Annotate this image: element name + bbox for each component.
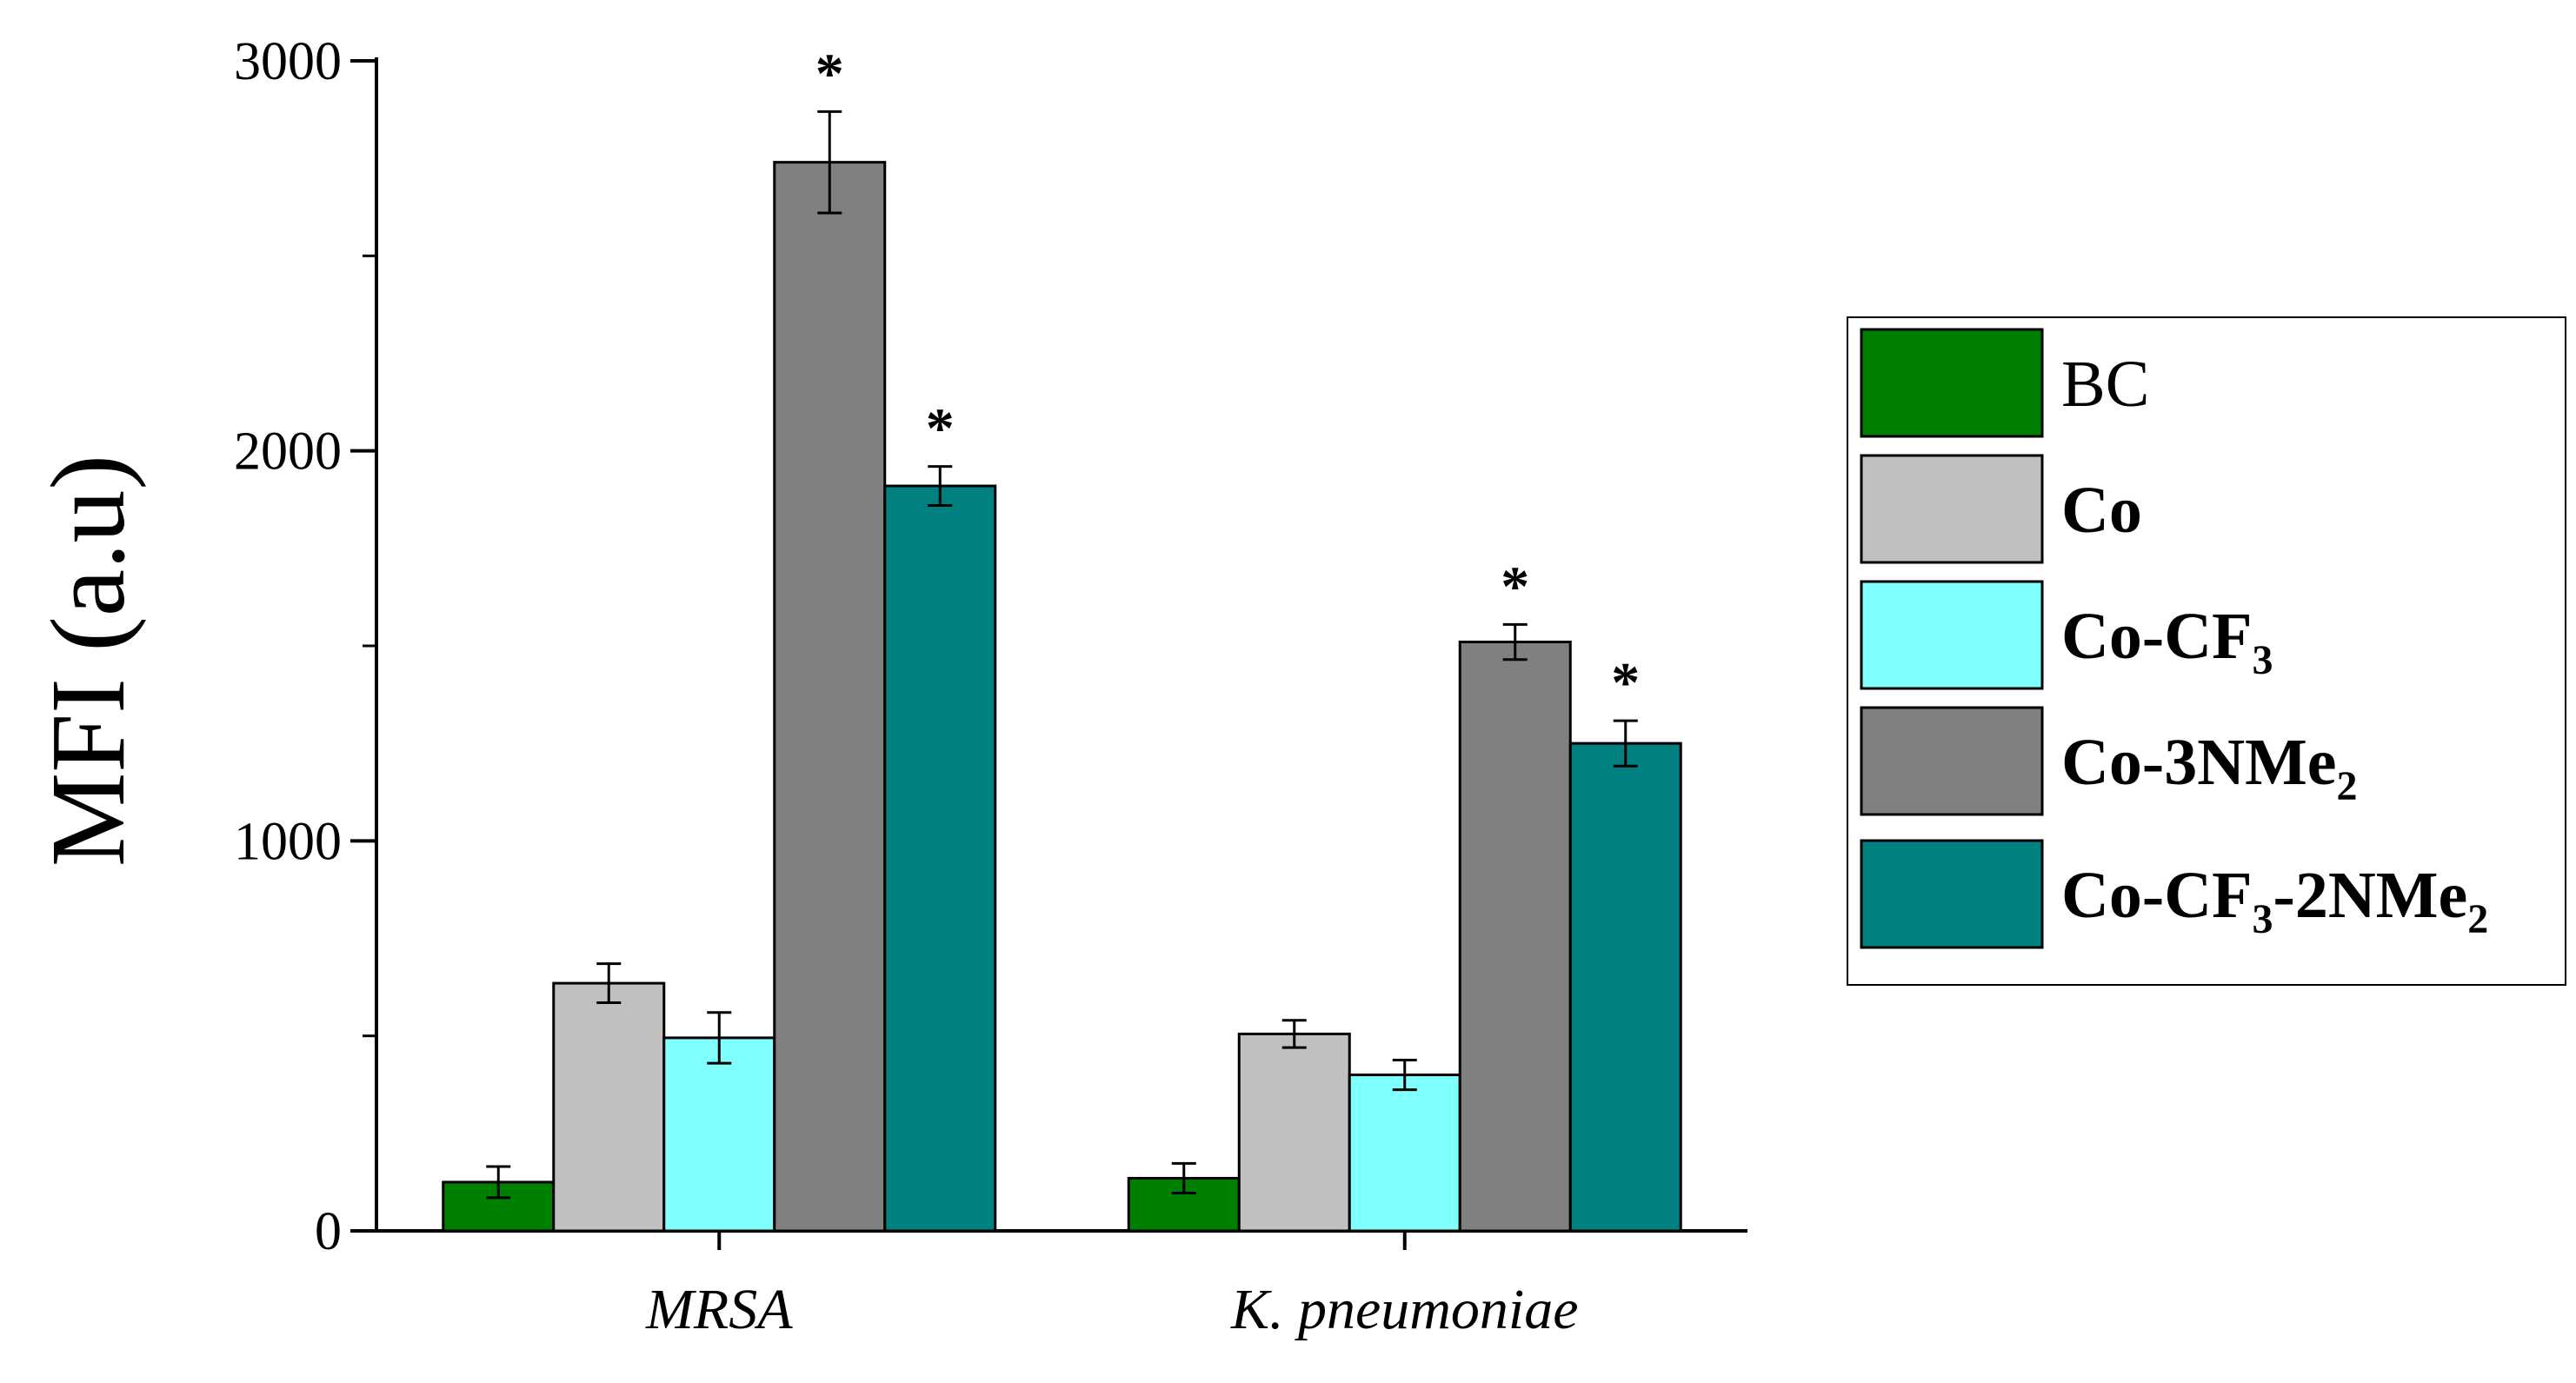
legend-swatch-co-cf3-2nme2 [1860, 839, 2044, 949]
y-tick-label: 0 [315, 1202, 342, 1261]
bar-co-k-pneumoniae [1237, 1032, 1351, 1233]
legend-label-co: Co [2061, 474, 2142, 547]
y-tick-label: 3000 [234, 32, 342, 91]
y-axis-label: MFI (a.u) [30, 455, 147, 867]
legend-label-co-cf3: Co-CF3 [2061, 600, 2273, 683]
y-tick-label: 1000 [234, 812, 342, 871]
significance-marker: * [1611, 651, 1640, 715]
significance-marker: * [926, 397, 955, 461]
legend-swatch-co-cf3 [1860, 580, 2044, 690]
y-tick-label: 2000 [234, 422, 342, 482]
x-category-label-k-pneumoniae: K. pneumoniae [1230, 1278, 1579, 1341]
bar-co-3nme2-k-pneumoniae [1458, 641, 1572, 1233]
legend-label-co-cf3-2nme2: Co-CF3-2NMe2 [2061, 859, 2488, 942]
significance-marker: * [815, 42, 844, 105]
legend-text-part: Co-CF [2061, 600, 2253, 673]
legend-swatch-co-3nme2 [1860, 706, 2044, 816]
legend-subscript: 2 [2337, 763, 2358, 809]
legend-text-part: -2NMe [2273, 859, 2468, 932]
bar-co-cf3-2nme2-k-pneumoniae [1568, 741, 1682, 1233]
legend-label-bc: BC [2061, 348, 2149, 421]
x-category-label-mrsa: MRSA [645, 1278, 793, 1341]
bar-co-cf3-k-pneumoniae [1348, 1074, 1461, 1233]
legend-text-part: Co-3NMe [2061, 726, 2337, 799]
legend-subscript: 2 [2467, 896, 2488, 942]
legend-text-part: BC [2061, 348, 2149, 421]
legend-swatch-bc [1860, 328, 2044, 438]
bar-co-mrsa [552, 981, 666, 1233]
legend-subscript: 3 [2253, 637, 2273, 683]
bar-co-cf3-2nme2-mrsa [883, 484, 997, 1233]
plot-area: 0 1000 2000 3000 MFI (a.u) MRSA * * K. pneumonia… [30, 32, 1747, 1341]
legend-swatch-co [1860, 454, 2044, 564]
bar-co-3nme2-mrsa [773, 161, 887, 1233]
significance-marker: * [1501, 555, 1529, 618]
legend-text-part: Co-CF [2061, 859, 2253, 932]
bar-co-cf3-mrsa [662, 1036, 776, 1233]
legend-subscript: 3 [2253, 896, 2273, 942]
legend-text-part: Co [2061, 474, 2142, 547]
legend-label-co-3nme2: Co-3NMe2 [2061, 726, 2358, 809]
